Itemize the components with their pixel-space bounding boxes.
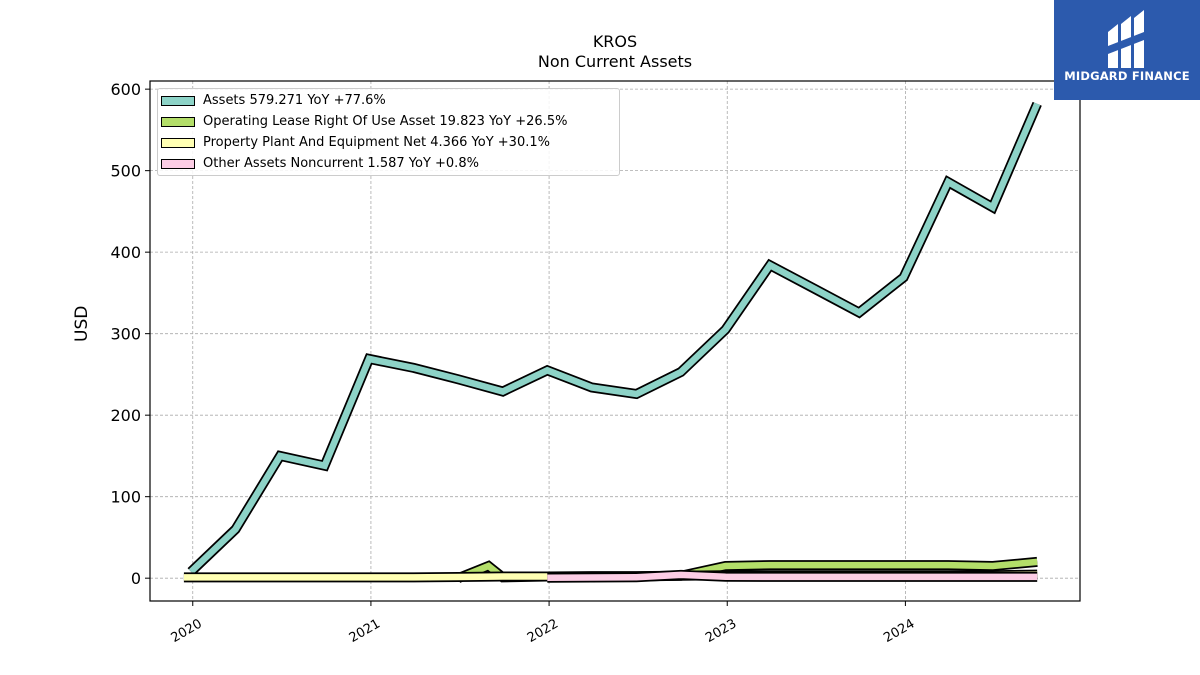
y-tick-label: 300 bbox=[110, 325, 141, 344]
legend-swatch-ppe bbox=[161, 138, 195, 148]
x-tick-label: 2020 bbox=[169, 616, 205, 646]
x-tick-label: 2024 bbox=[881, 616, 917, 646]
brand-logo: MIDGARD FINANCE bbox=[1054, 0, 1200, 100]
x-tick-label: 2021 bbox=[347, 616, 383, 646]
legend-item-other-assets: Other Assets Noncurrent 1.587 YoY +0.8% bbox=[158, 154, 618, 174]
series-line-assets bbox=[188, 102, 1041, 575]
logo-text: MIDGARD FINANCE bbox=[1064, 69, 1190, 83]
y-tick-label: 0 bbox=[131, 569, 141, 588]
legend-item-assets: Assets 579.271 YoY +77.6% bbox=[158, 91, 618, 111]
legend-label-ppe: Property Plant And Equipment Net 4.366 Y… bbox=[203, 135, 550, 150]
legend-swatch-assets bbox=[161, 96, 195, 106]
plot-frame bbox=[149, 80, 1081, 602]
series-line-other-assets-noncurrent bbox=[547, 571, 1038, 582]
legend: Assets 579.271 YoY +77.6% Operating Leas… bbox=[157, 88, 620, 176]
legend-label-other-assets: Other Assets Noncurrent 1.587 YoY +0.8% bbox=[203, 156, 479, 171]
legend-swatch-other-assets bbox=[161, 159, 195, 169]
chart-subtitle: Non Current Assets bbox=[537, 52, 693, 71]
logo-mark-icon bbox=[1108, 10, 1144, 68]
y-tick-label: 500 bbox=[110, 162, 141, 181]
x-tick-label: 2022 bbox=[525, 616, 561, 646]
chart-title: KROS bbox=[592, 32, 638, 51]
legend-item-ppe: Property Plant And Equipment Net 4.366 Y… bbox=[158, 133, 618, 153]
legend-swatch-operating-lease bbox=[161, 117, 195, 127]
legend-label-operating-lease: Operating Lease Right Of Use Asset 19.82… bbox=[203, 114, 568, 129]
y-tick-label: 100 bbox=[110, 488, 141, 507]
y-tick-label: 600 bbox=[110, 80, 141, 99]
y-axis-label: USD bbox=[72, 305, 92, 342]
y-tick-label: 200 bbox=[110, 406, 141, 425]
y-axis: 0 100 200 300 400 500 600 bbox=[110, 80, 150, 588]
x-axis: 2020 2021 2022 2023 2024 bbox=[169, 601, 917, 646]
legend-item-operating-lease: Operating Lease Right Of Use Asset 19.82… bbox=[158, 112, 618, 132]
y-tick-label: 400 bbox=[110, 243, 141, 262]
legend-label-assets: Assets 579.271 YoY +77.6% bbox=[203, 93, 386, 108]
x-tick-label: 2023 bbox=[703, 616, 739, 646]
series-areas bbox=[183, 101, 1042, 583]
